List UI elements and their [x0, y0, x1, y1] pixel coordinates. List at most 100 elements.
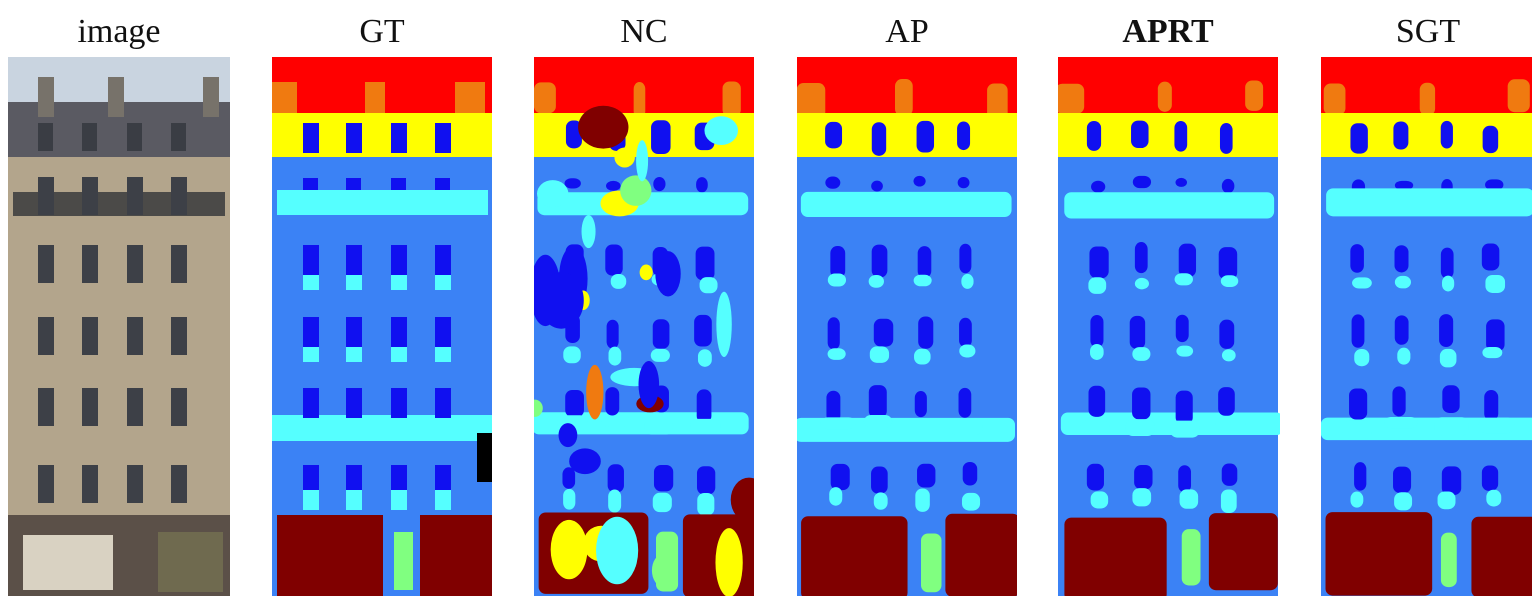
- balcony-class: [1342, 421, 1372, 439]
- window-class: [605, 244, 622, 275]
- window: [127, 465, 143, 503]
- balcony-class: [915, 488, 929, 511]
- window-class: [694, 315, 712, 347]
- window-class: [606, 181, 621, 191]
- window-class: [391, 465, 407, 490]
- balcony-class: [383, 418, 415, 433]
- window-class: [346, 245, 362, 275]
- balcony-class: [1222, 349, 1236, 361]
- balcony-class: [303, 490, 319, 510]
- window-class: [1482, 244, 1500, 271]
- shop-window: [158, 532, 223, 592]
- window-class: [918, 316, 933, 348]
- panel: [272, 57, 492, 596]
- shop-window: [23, 535, 113, 590]
- window-class: [913, 176, 925, 187]
- balcony-class: [698, 349, 712, 367]
- window-class: [1354, 462, 1366, 490]
- window-class: [391, 388, 407, 418]
- window-class: [959, 318, 972, 348]
- window: [127, 317, 143, 355]
- window-class: [1132, 387, 1150, 419]
- window-class: [1442, 466, 1461, 495]
- noise-class: [596, 517, 638, 584]
- balcony-class: [1442, 276, 1454, 292]
- window-class: [831, 464, 850, 490]
- balcony-class: [645, 417, 673, 434]
- window-class: [874, 319, 893, 347]
- window-class: [1135, 242, 1148, 273]
- noise-class: [582, 215, 596, 248]
- chimney-class: [534, 82, 556, 113]
- window-class: [830, 246, 845, 278]
- window-class: [605, 387, 619, 415]
- balcony-class: [1326, 188, 1532, 216]
- window-class: [696, 247, 715, 281]
- window-class: [959, 388, 972, 418]
- balcony-class: [391, 490, 407, 510]
- balcony-class: [962, 493, 980, 511]
- noise-class: [551, 520, 588, 579]
- chimney-class: [723, 81, 741, 116]
- window-class: [1219, 247, 1237, 279]
- panel: [8, 57, 230, 596]
- window: [38, 245, 54, 283]
- window-class: [915, 391, 927, 417]
- balcony-class: [602, 416, 631, 427]
- chimney-class: [272, 82, 297, 115]
- panel-title: GT: [359, 13, 405, 50]
- window: [82, 388, 98, 426]
- window-class: [1441, 248, 1454, 279]
- balcony-class: [1479, 418, 1515, 434]
- window-class: [1175, 178, 1187, 187]
- shop-class: [1064, 518, 1166, 596]
- window-class: [391, 178, 406, 190]
- balcony-class: [1352, 277, 1372, 288]
- window-class: [1091, 181, 1105, 193]
- balcony-class: [435, 275, 451, 290]
- door-class: [394, 532, 413, 590]
- window: [82, 245, 98, 283]
- balcony-class: [1126, 419, 1155, 436]
- window: [171, 317, 187, 355]
- balcony-class: [435, 490, 451, 510]
- balcony-class: [961, 274, 973, 289]
- balcony-class: [303, 347, 319, 362]
- noise-class: [537, 180, 568, 207]
- door-class: [1441, 533, 1457, 588]
- window-class: [1130, 316, 1145, 349]
- noise-class: [652, 554, 675, 587]
- balcony-class: [608, 490, 621, 513]
- figure: image GT NC AP APRT SGT: [0, 0, 1532, 596]
- window-class: [959, 244, 971, 274]
- window-class: [391, 245, 407, 275]
- balcony-class: [869, 275, 884, 288]
- shop-class: [801, 516, 907, 596]
- balcony-class: [1394, 492, 1412, 510]
- balcony-class: [829, 487, 842, 506]
- window: [82, 177, 98, 215]
- window: [38, 388, 54, 426]
- balcony-class: [1395, 276, 1411, 288]
- balcony-class: [1215, 418, 1245, 430]
- panel: [794, 57, 1020, 596]
- balcony-class: [697, 493, 714, 516]
- noise-class: [636, 140, 648, 181]
- balcony-class: [295, 418, 327, 433]
- window-class: [1483, 126, 1499, 153]
- window: [38, 177, 54, 215]
- shop-class: [1471, 517, 1532, 596]
- panel-title: APRT: [1122, 13, 1214, 50]
- window-class: [1090, 315, 1103, 348]
- window-class: [1176, 315, 1189, 342]
- shop-class: [1326, 512, 1433, 596]
- window: [127, 388, 143, 426]
- panel-title: AP: [885, 13, 928, 50]
- balcony-class: [427, 418, 459, 433]
- balcony-class: [874, 492, 888, 509]
- window-class: [963, 462, 978, 486]
- window-class: [435, 317, 451, 347]
- noise-class: [640, 265, 653, 281]
- window-class: [1133, 176, 1151, 188]
- window-class: [435, 245, 451, 275]
